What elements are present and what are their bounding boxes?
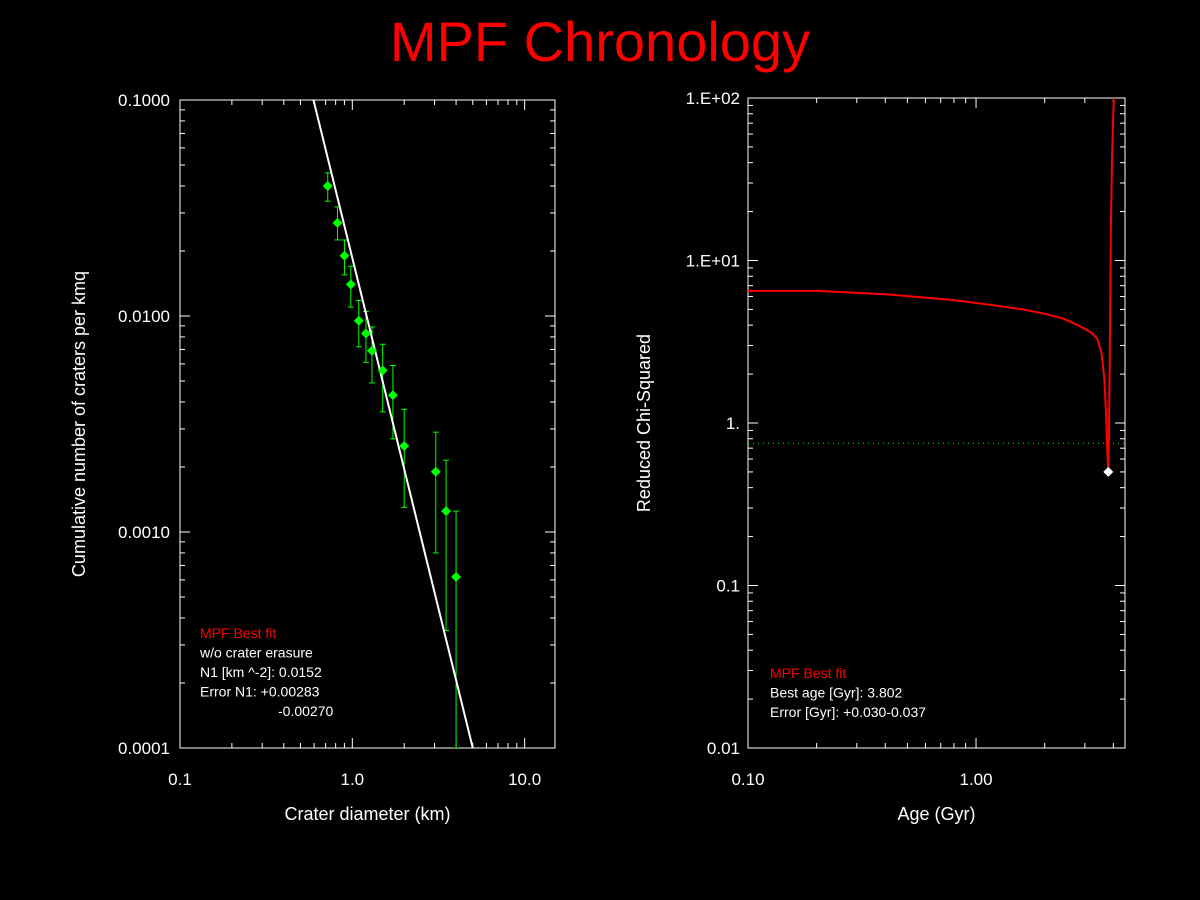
data-point	[387, 390, 398, 401]
data-point	[360, 328, 371, 339]
data-point	[366, 345, 377, 356]
plot-frame	[747, 97, 1126, 749]
fit-line	[312, 100, 474, 748]
x-tick-label: 0.10	[731, 770, 764, 789]
y-tick-label: 1.E+02	[686, 89, 740, 108]
y-axis-label: Cumulative number of craters per kmq	[69, 271, 89, 577]
y-tick-label: 0.0010	[118, 523, 170, 542]
x-tick-label: 1.00	[959, 770, 992, 789]
x-axis-label: Age (Gyr)	[897, 804, 975, 824]
plot-area	[748, 98, 1125, 473]
plot-frame	[179, 99, 556, 749]
data-point	[430, 466, 441, 477]
data-point	[441, 506, 452, 517]
data-point	[322, 180, 333, 191]
legend-heading: MPF Best fit	[200, 625, 276, 641]
plot-area	[312, 100, 474, 748]
legend-line: Error N1: +0.00283	[200, 684, 320, 700]
y-tick-label: 0.0100	[118, 307, 170, 326]
data-point	[339, 250, 350, 261]
x-tick-label: 10.0	[508, 770, 541, 789]
y-tick-label: 0.0001	[118, 739, 170, 758]
x-tick-label: 0.1	[168, 770, 192, 789]
y-tick-label: 0.1000	[118, 91, 170, 110]
legend-line: Best age [Gyr]: 3.802	[770, 685, 903, 701]
legend-line: N1 [km ^-2]: 0.0152	[200, 664, 322, 680]
x-tick-label: 1.0	[341, 770, 365, 789]
legend-line: w/o crater erasure	[199, 645, 313, 661]
legend-line: -0.00270	[278, 703, 333, 719]
best-fit-point	[1103, 466, 1114, 477]
data-point	[399, 441, 410, 452]
x-axis-label: Crater diameter (km)	[284, 804, 450, 824]
chi-squared-curve	[748, 98, 1115, 473]
data-point	[332, 217, 343, 228]
data-point	[345, 279, 356, 290]
data-point	[353, 315, 364, 326]
y-tick-label: 1.E+01	[686, 252, 740, 271]
data-point	[377, 365, 388, 376]
y-tick-label: 0.01	[707, 739, 740, 758]
y-tick-label: 0.1	[716, 577, 740, 596]
y-axis-label: Reduced Chi-Squared	[634, 334, 654, 512]
page-title: MPF Chronology	[389, 10, 811, 73]
chi-squared-panel: 0.10 1.00 0.01 0.1 1. 1.E+01 1.E+02 Age (Gyr) Re…	[634, 89, 1126, 824]
legend-line: Error [Gyr]: +0.030-0.037	[770, 704, 926, 720]
data-point	[451, 571, 462, 582]
crater-size-panel: 0.1 1.0 10.0 0.0001 0.0010 0.0100 0.1000 Crater…	[69, 91, 556, 824]
legend-heading: MPF Best fit	[770, 665, 846, 681]
y-tick-label: 1.	[726, 414, 740, 433]
